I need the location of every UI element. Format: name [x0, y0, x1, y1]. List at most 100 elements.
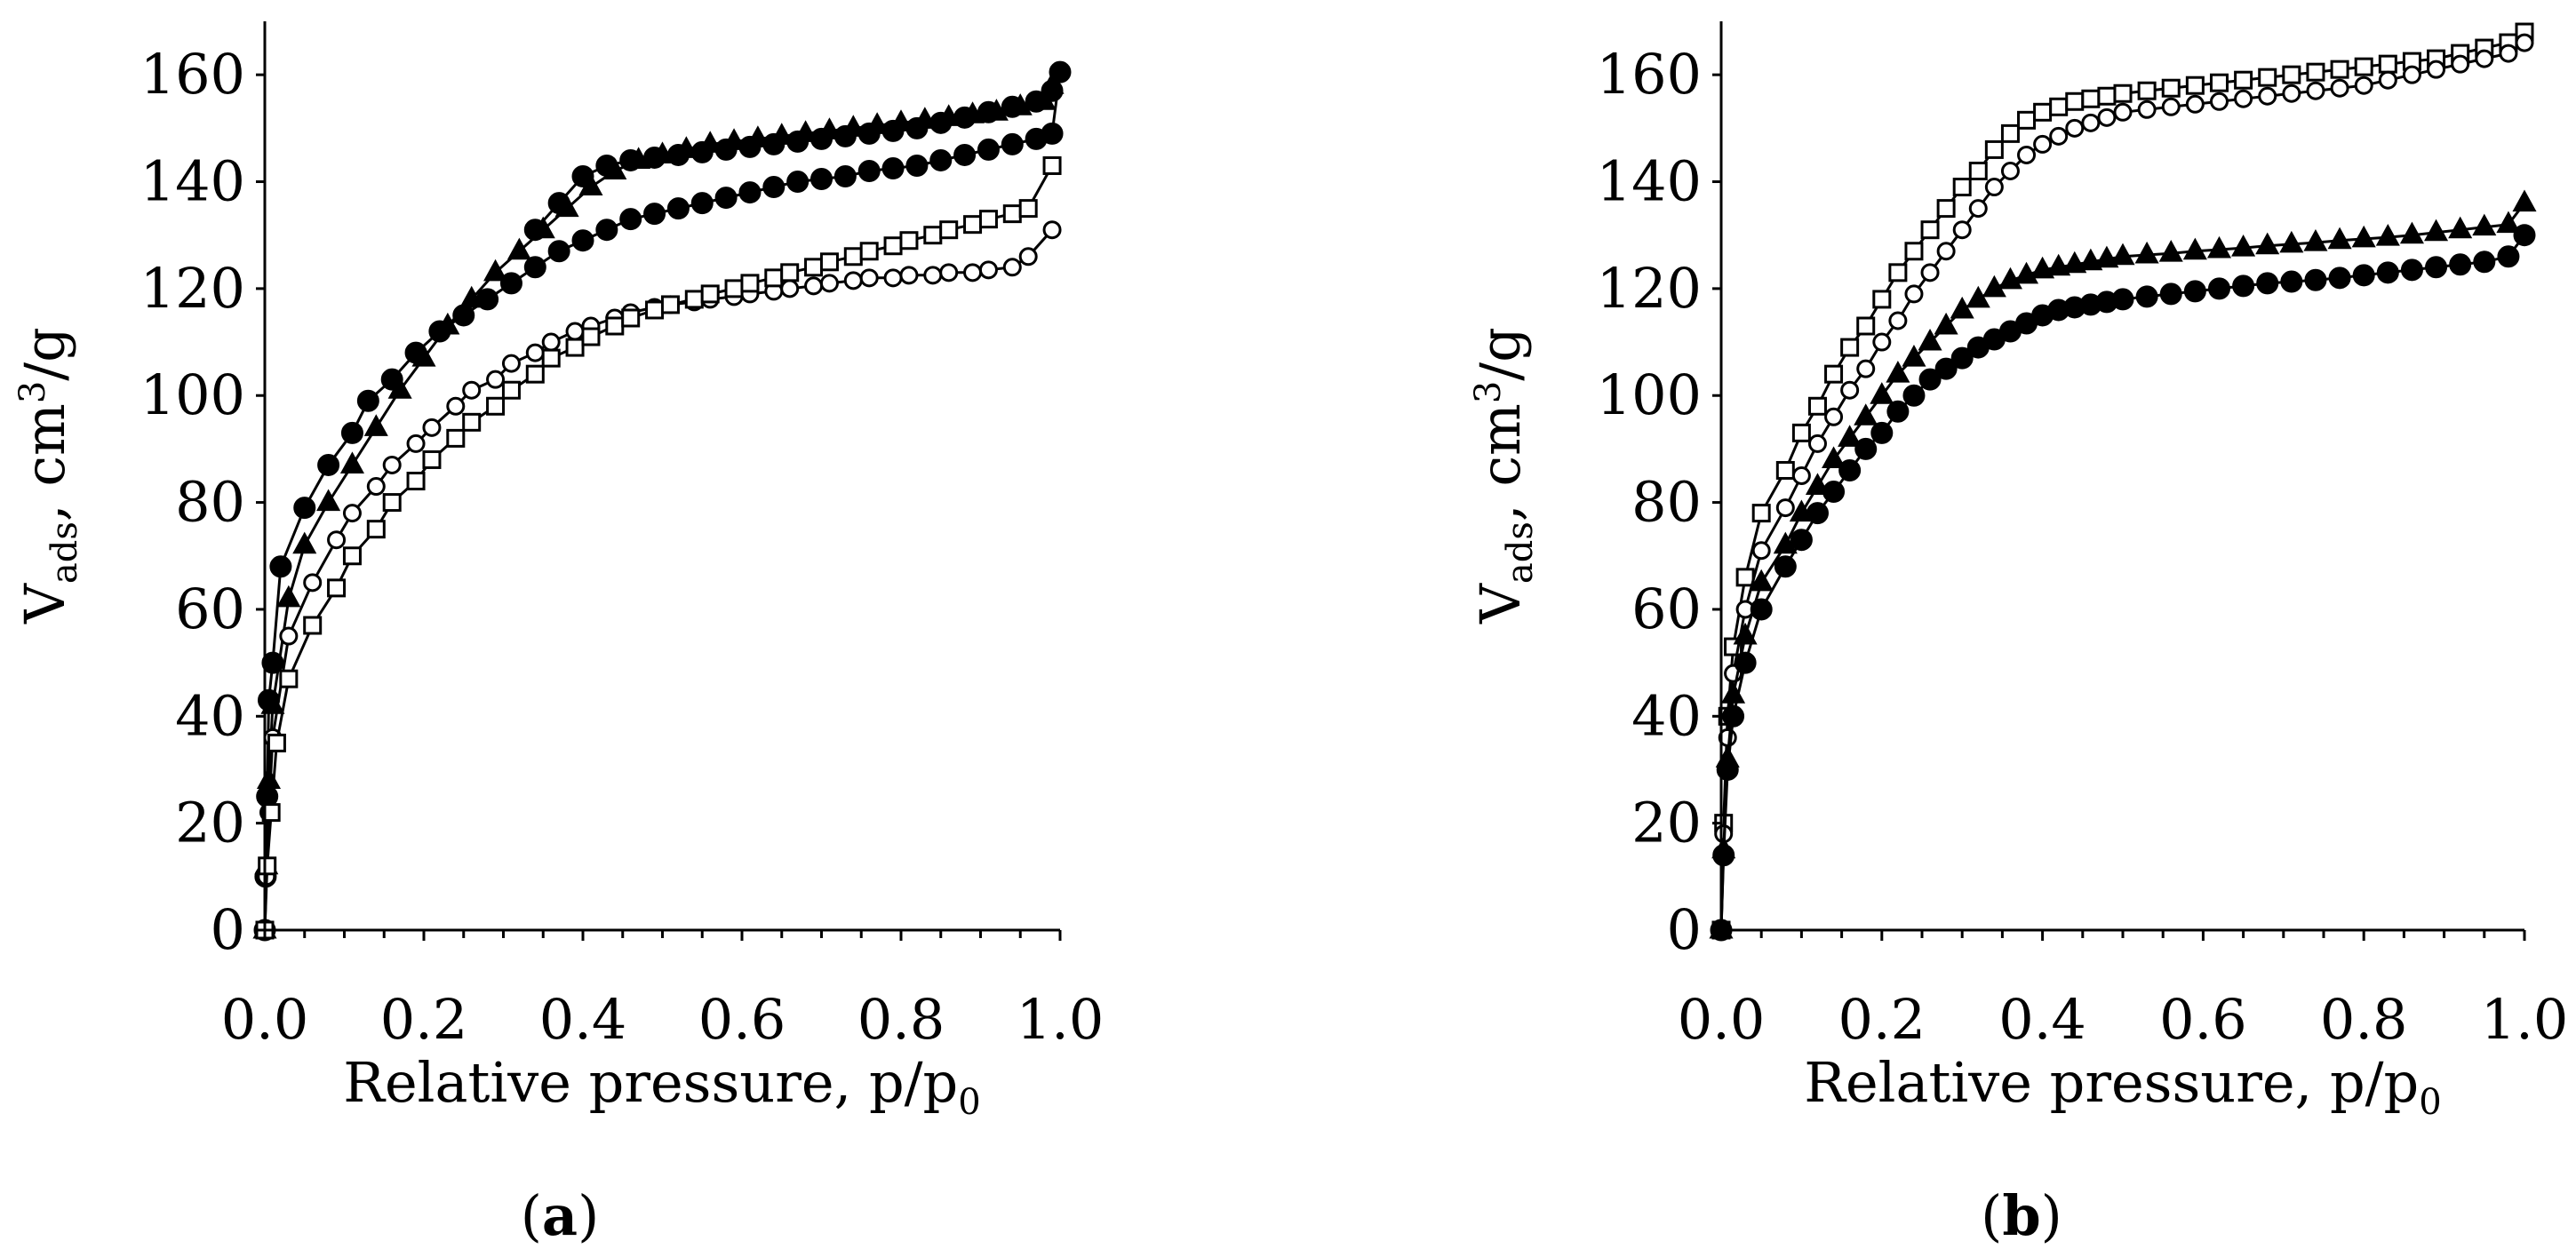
- data-point-a-circle: [905, 154, 929, 177]
- x-axis-title-b: Relative pressure, p/p0: [1804, 1050, 2441, 1123]
- data-point-b-triangle: [1950, 296, 1974, 319]
- data-point-b-triangle: [1789, 499, 1814, 522]
- plot-area-a: [252, 60, 1072, 942]
- data-point-b-triangle: [1838, 425, 1862, 447]
- data-point-a-square: [764, 268, 784, 288]
- y-tick-label-a: 40: [175, 683, 245, 748]
- data-point-b-circle: [2473, 251, 2496, 274]
- data-point-a-circle: [923, 266, 943, 285]
- data-point-a-square: [327, 578, 347, 598]
- data-point-a-square: [279, 669, 299, 688]
- data-point-b-square: [2081, 89, 2101, 108]
- data-point-a-square: [859, 242, 879, 261]
- data-point-a-circle: [714, 187, 738, 210]
- data-point-b-circle: [2352, 264, 2375, 287]
- data-point-b-circle: [2256, 272, 2279, 295]
- data-point-a-triangle: [387, 377, 412, 399]
- data-point-a-circle: [486, 370, 506, 389]
- data-point-a-triangle: [698, 131, 722, 153]
- data-point-b-triangle: [2158, 240, 2183, 262]
- data-point-b-circle: [1806, 502, 1829, 525]
- data-point-b-circle: [2376, 261, 2399, 284]
- y-tick-label-b: 100: [1597, 362, 1702, 427]
- data-point-b-triangle: [2110, 243, 2135, 266]
- data-point-a-circle: [1018, 247, 1038, 267]
- data-point-a-square: [406, 472, 426, 491]
- data-point-a-triangle: [602, 157, 627, 179]
- data-point-b-circle: [2049, 126, 2069, 146]
- data-point-b-circle: [2400, 259, 2423, 282]
- data-point-b-circle: [1722, 704, 1745, 728]
- data-point-b-square: [2282, 65, 2301, 84]
- data-point-a-circle: [269, 555, 292, 578]
- data-point-a-triangle: [363, 414, 388, 436]
- data-point-a-circle: [762, 176, 786, 199]
- data-point-a-circle: [881, 156, 905, 179]
- data-point-b-circle: [2328, 267, 2351, 290]
- data-point-a-circle: [963, 263, 983, 282]
- data-point-b-circle: [1791, 466, 1811, 485]
- data-point-b-square: [1872, 290, 1892, 309]
- data-point-a-circle: [571, 229, 594, 252]
- data-point-a-circle: [366, 477, 386, 497]
- data-point-a-triangle: [1008, 93, 1033, 115]
- data-point-a-square: [621, 308, 641, 328]
- data-point-b-square: [1824, 364, 1844, 384]
- data-point-a-circle: [883, 268, 903, 288]
- data-point-b-square: [1952, 178, 1972, 197]
- data-point-a-square: [645, 300, 665, 320]
- data-point-a-square: [899, 231, 919, 251]
- data-point-a-circle: [1049, 60, 1072, 84]
- data-point-b-triangle: [2062, 251, 2087, 274]
- data-point-b-triangle: [2399, 221, 2424, 244]
- data-point-b-square: [1775, 460, 1795, 480]
- data-point-a-square: [605, 316, 625, 336]
- y-tick-label-b: 20: [1631, 791, 1702, 855]
- data-point-a-square: [724, 279, 744, 298]
- data-point-a-square: [1042, 155, 1062, 175]
- data-point-b-triangle: [2351, 225, 2376, 248]
- data-point-b-circle: [2135, 285, 2158, 308]
- data-point-b-circle: [2304, 268, 2327, 291]
- data-point-b-circle: [1870, 421, 1894, 444]
- data-point-b-triangle: [1854, 403, 1878, 426]
- data-point-b-triangle: [1966, 285, 1990, 308]
- data-point-a-square: [978, 210, 998, 229]
- data-point-a-square: [261, 803, 281, 823]
- y-tick-label-b: 160: [1597, 42, 1702, 107]
- data-point-b-square: [2234, 70, 2253, 90]
- x-tick-label-a: 0.0: [221, 987, 309, 1052]
- data-point-b-triangle: [1870, 382, 1894, 404]
- data-point-a-triangle: [865, 112, 889, 134]
- series-line-b-2: [1719, 202, 2526, 931]
- data-point-a-triangle: [506, 237, 531, 260]
- data-point-a-circle: [595, 219, 618, 242]
- data-point-b-square: [2033, 102, 2053, 122]
- data-point-b-triangle: [2448, 216, 2473, 239]
- data-point-b-circle: [2033, 134, 2053, 154]
- data-point-a-circle: [565, 322, 585, 341]
- data-point-a-triangle: [435, 312, 460, 335]
- data-point-b-triangle: [1733, 622, 1758, 645]
- data-point-b-triangle: [2206, 235, 2232, 259]
- data-point-a-square: [923, 226, 943, 245]
- data-point-b-circle: [2207, 277, 2230, 300]
- x-tick-label-a: 0.2: [380, 987, 468, 1052]
- data-point-b-circle: [1918, 368, 1942, 391]
- x-tick-label-a: 0.4: [539, 987, 627, 1052]
- y-tick-label-b: 140: [1597, 149, 1702, 214]
- data-point-b-circle: [1840, 380, 1860, 400]
- data-point-a-triangle: [530, 216, 555, 239]
- data-point-a-circle: [356, 389, 379, 412]
- data-point-b-square: [1840, 338, 1860, 357]
- y-tick-label-a: 160: [140, 42, 245, 107]
- y-tick-label-b: 80: [1631, 470, 1702, 535]
- data-point-b-circle: [1854, 437, 1878, 460]
- data-point-b-circle: [1750, 598, 1773, 621]
- y-tick-label-a: 100: [140, 362, 245, 427]
- data-point-a-square: [883, 236, 903, 256]
- data-point-b-circle: [1952, 220, 1972, 240]
- data-point-a-circle: [1001, 132, 1024, 155]
- data-point-a-square: [303, 616, 323, 635]
